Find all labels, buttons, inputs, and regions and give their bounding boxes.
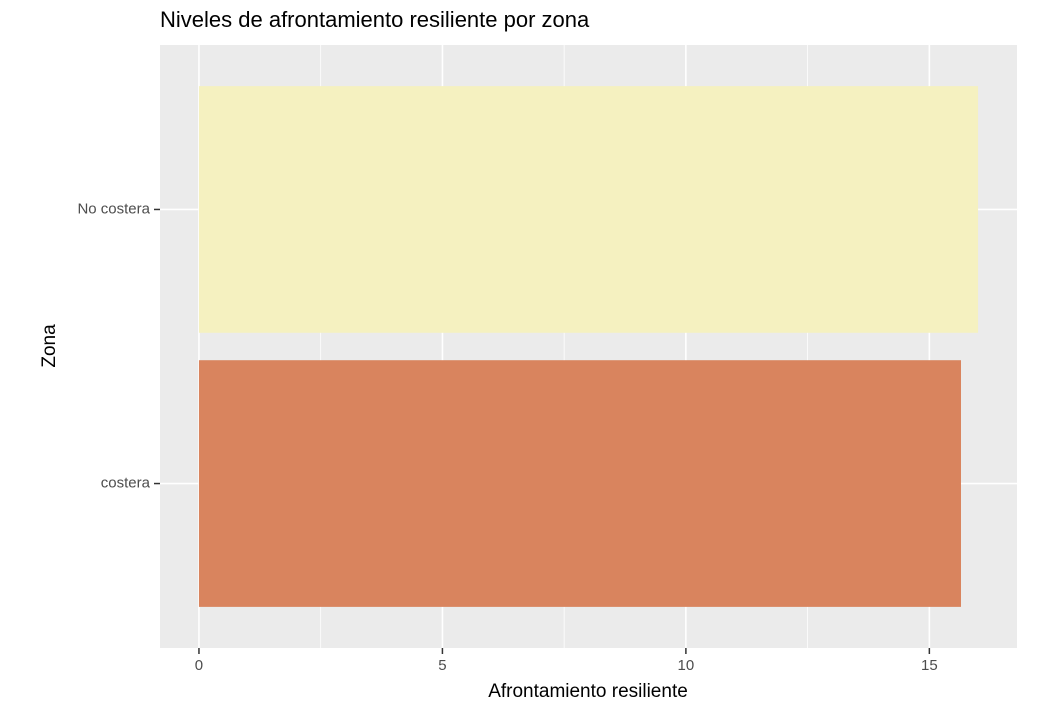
x-tick-label: 15: [921, 657, 938, 674]
x-axis-label: Afrontamiento resiliente: [488, 681, 688, 702]
chart-title: Niveles de afrontamiento resiliente por …: [160, 7, 590, 32]
bar: [198, 86, 979, 333]
y-tick-label: No costera: [77, 200, 150, 217]
x-tick-label: 0: [195, 657, 203, 674]
y-tick-label: costera: [101, 475, 151, 492]
bar: [198, 360, 962, 607]
x-tick-label: 10: [678, 657, 695, 674]
y-axis-label: Zona: [39, 324, 60, 368]
x-tick-label: 5: [438, 657, 446, 674]
